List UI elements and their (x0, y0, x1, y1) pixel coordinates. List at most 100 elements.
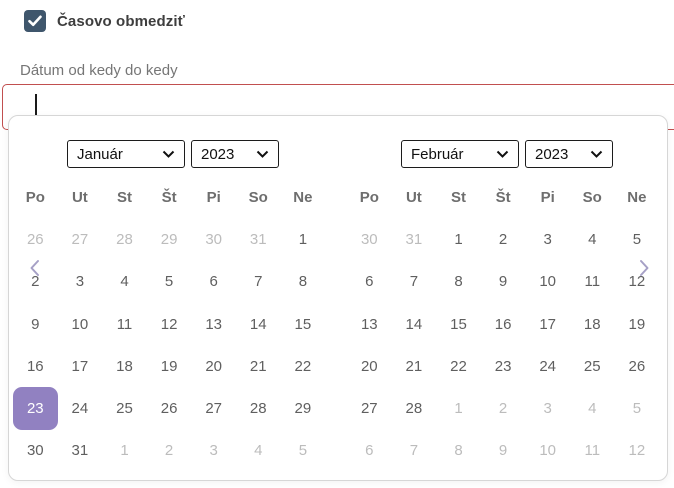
calendar-day[interactable]: 18 (583, 315, 601, 333)
calendar-day[interactable]: 9 (31, 315, 40, 333)
calendar-day[interactable]: 25 (116, 400, 133, 418)
chevron-down-icon (496, 150, 509, 158)
calendar-day[interactable]: 7 (409, 273, 419, 291)
calendar-day[interactable]: 12 (628, 442, 646, 460)
calendar-day[interactable]: 21 (405, 357, 423, 375)
calendar-day[interactable]: 4 (254, 442, 263, 460)
calendar-day[interactable]: 26 (26, 230, 44, 248)
calendar-day[interactable]: 31 (249, 230, 267, 248)
calendar-day[interactable]: 3 (209, 442, 218, 460)
calendar-day[interactable]: 31 (71, 442, 89, 460)
calendar-day[interactable]: 23 (494, 357, 512, 375)
year-select[interactable]: 2023 (191, 140, 279, 168)
calendar-day[interactable]: 17 (71, 357, 89, 375)
calendar-day[interactable]: 26 (160, 400, 178, 418)
day-of-week-header: Ut (71, 188, 88, 206)
calendar-day[interactable]: 27 (71, 230, 89, 248)
calendar-day[interactable]: 10 (539, 442, 557, 460)
calendar-day[interactable]: 4 (120, 273, 129, 291)
calendar-day[interactable]: 3 (75, 273, 85, 291)
calendar-day[interactable]: 14 (405, 315, 423, 333)
year-select[interactable]: 2023 (525, 140, 613, 168)
calendar-day[interactable]: 8 (298, 273, 308, 291)
day-of-week-header: Pi (206, 188, 221, 206)
calendar-day[interactable]: 25 (583, 357, 601, 375)
calendar-day[interactable]: 4 (588, 400, 597, 418)
calendar-day[interactable]: 7 (254, 273, 263, 291)
day-of-week-header: Ne (627, 188, 647, 206)
calendar-day[interactable]: 3 (543, 400, 552, 418)
calendar-day[interactable]: 2 (498, 230, 508, 248)
calendar-day[interactable]: 1 (454, 400, 463, 418)
calendar-day[interactable]: 10 (71, 315, 89, 333)
calendar-day[interactable]: 7 (409, 442, 419, 460)
calendar-day[interactable]: 6 (365, 442, 374, 460)
time-limit-checkbox[interactable] (24, 10, 46, 32)
calendar-day[interactable]: 16 (26, 357, 44, 375)
calendar-day[interactable]: 11 (584, 273, 601, 291)
calendar-day[interactable]: 19 (628, 315, 646, 333)
calendar-day[interactable]: 13 (205, 315, 223, 333)
calendar-day[interactable]: 2 (31, 273, 40, 291)
calendar-day[interactable]: 4 (588, 230, 597, 248)
date-picker-popup: Január 2023 Po Ut St Št Pi So Ne 26 27 28 29 30 31 1 2… (8, 115, 668, 481)
calendar-day[interactable]: 5 (632, 230, 642, 248)
calendar-day[interactable]: 30 (205, 230, 223, 248)
previous-month-button[interactable] (21, 255, 47, 281)
text-caret (35, 94, 37, 128)
calendar-day[interactable]: 18 (116, 357, 133, 375)
calendar-day[interactable]: 10 (539, 273, 557, 291)
calendar-day[interactable]: 12 (628, 273, 646, 291)
calendar-day[interactable]: 1 (298, 230, 308, 248)
calendar-day[interactable]: 3 (543, 230, 552, 248)
calendar-day[interactable]: 28 (405, 400, 423, 418)
calendar-day[interactable]: 20 (205, 357, 223, 375)
checkmark-icon (28, 15, 42, 27)
calendar-day[interactable]: 30 (26, 442, 44, 460)
calendar-day[interactable]: 29 (160, 230, 178, 248)
calendar-day[interactable]: 8 (454, 273, 463, 291)
calendar-day[interactable]: 29 (294, 400, 312, 418)
calendar-day-selected[interactable]: 23 (13, 387, 58, 430)
calendar-day[interactable]: 2 (164, 442, 174, 460)
calendar-day[interactable]: 9 (498, 442, 508, 460)
calendar-day[interactable]: 28 (249, 400, 267, 418)
calendar-day[interactable]: 22 (450, 357, 467, 375)
calendar-day[interactable]: 17 (539, 315, 557, 333)
calendar-day[interactable]: 20 (360, 357, 378, 375)
calendar-day[interactable]: 6 (209, 273, 218, 291)
calendar-day[interactable]: 1 (454, 230, 463, 248)
day-of-week-header: So (582, 188, 602, 206)
calendar-day[interactable]: 14 (249, 315, 267, 333)
calendar-day[interactable]: 13 (360, 315, 378, 333)
calendar-day[interactable]: 27 (205, 400, 223, 418)
calendar-day[interactable]: 22 (294, 357, 312, 375)
calendar-day[interactable]: 2 (498, 400, 508, 418)
calendar-day[interactable]: 16 (494, 315, 512, 333)
calendar-day[interactable]: 11 (584, 442, 601, 460)
calendar-day[interactable]: 5 (632, 400, 642, 418)
chevron-down-icon (256, 150, 269, 158)
calendar-day[interactable]: 1 (120, 442, 129, 460)
calendar-day[interactable]: 19 (160, 357, 178, 375)
month-select[interactable]: Január (67, 140, 185, 168)
calendar-day[interactable]: 27 (360, 400, 378, 418)
month-select[interactable]: Február (401, 140, 519, 168)
calendar-day[interactable]: 5 (164, 273, 174, 291)
calendar-day[interactable]: 21 (249, 357, 267, 375)
calendar-day[interactable]: 15 (450, 315, 467, 333)
calendar-day[interactable]: 31 (405, 230, 423, 248)
calendar-day[interactable]: 24 (539, 357, 557, 375)
calendar-day[interactable]: 26 (628, 357, 646, 375)
calendar-day[interactable]: 11 (116, 315, 133, 333)
calendar-day[interactable]: 30 (360, 230, 378, 248)
calendar-day[interactable]: 6 (365, 273, 374, 291)
next-month-button[interactable] (631, 255, 657, 281)
calendar-day[interactable]: 5 (298, 442, 308, 460)
calendar-day[interactable]: 15 (294, 315, 312, 333)
calendar-day[interactable]: 24 (71, 400, 89, 418)
calendar-day[interactable]: 28 (116, 230, 133, 248)
calendar-day[interactable]: 8 (454, 442, 463, 460)
calendar-day[interactable]: 9 (498, 273, 508, 291)
calendar-day[interactable]: 12 (160, 315, 178, 333)
